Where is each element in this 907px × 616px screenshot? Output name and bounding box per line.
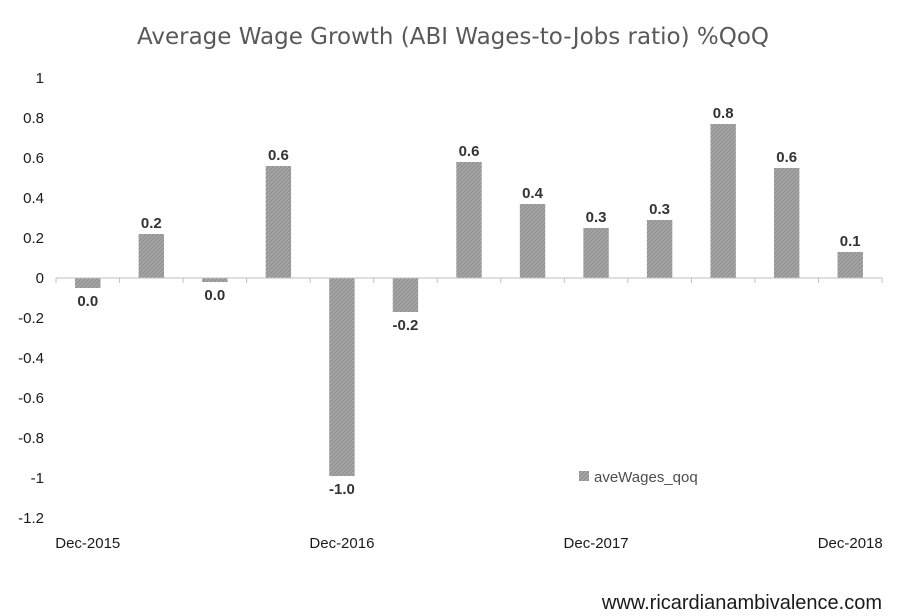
y-tick-label: 1 <box>36 70 44 87</box>
x-axis: Dec-2015 Dec-2016 Dec-2017 Dec-2018 <box>55 278 883 552</box>
bar <box>329 278 355 476</box>
data-labels: 0.0 0.2 0.0 0.6 -1.0 -0.2 0.6 0.4 0.3 0.3 0.8 0.6 0.… <box>77 105 860 498</box>
data-label: 0.3 <box>586 209 607 226</box>
data-label: 0.1 <box>840 233 861 250</box>
bar <box>710 124 736 278</box>
y-tick-label: -0.4 <box>18 350 44 367</box>
bar <box>202 278 228 282</box>
y-tick-label: 0 <box>36 270 44 287</box>
data-label: -0.2 <box>393 317 419 334</box>
y-tick-label: 0.2 <box>23 230 44 247</box>
legend: aveWages_qoq <box>579 469 698 486</box>
y-tick-label: -0.2 <box>18 310 44 327</box>
data-label: 0.6 <box>459 143 480 160</box>
bar <box>138 234 165 278</box>
y-tick-label: 0.4 <box>23 190 44 207</box>
legend-swatch <box>579 471 589 481</box>
y-tick-label: 0.8 <box>23 110 44 127</box>
data-label: 0.0 <box>77 293 98 310</box>
data-label: 0.2 <box>141 215 162 232</box>
x-tick-label: Dec-2018 <box>818 535 883 552</box>
bar <box>646 220 673 278</box>
bar <box>519 204 546 278</box>
bars <box>75 124 863 476</box>
bar <box>837 252 863 278</box>
data-label: 0.3 <box>649 201 670 218</box>
data-label: 0.8 <box>713 105 734 122</box>
x-tick-label: Dec-2017 <box>564 535 629 552</box>
y-tick-label: -0.8 <box>18 430 44 447</box>
bar <box>392 278 419 312</box>
chart-title: Average Wage Growth (ABI Wages-to-Jobs r… <box>137 24 769 50</box>
data-label: 0.6 <box>776 149 797 166</box>
data-label: 0.6 <box>268 147 289 164</box>
legend-label: aveWages_qoq <box>594 469 698 486</box>
credit-url: www.ricardianambivalence.com <box>601 592 882 614</box>
y-axis: 1 0.8 0.6 0.4 0.2 0 -0.2 -0.4 -0.6 -0.8 -1 -1.2 <box>18 70 44 527</box>
x-tick-label: Dec-2015 <box>55 535 120 552</box>
y-tick-label: -1.2 <box>18 510 44 527</box>
data-label: 0.0 <box>204 287 225 304</box>
data-label: 0.4 <box>522 185 544 202</box>
bar <box>583 228 609 278</box>
y-tick-label: -0.6 <box>18 390 44 407</box>
y-tick-label: 0.6 <box>23 150 44 167</box>
bar <box>265 166 292 278</box>
bar <box>773 168 800 278</box>
y-tick-label: -1 <box>31 470 44 487</box>
bar <box>456 162 482 278</box>
data-label: -1.0 <box>329 481 355 498</box>
bar <box>75 278 101 288</box>
x-tick-label: Dec-2016 <box>309 535 374 552</box>
